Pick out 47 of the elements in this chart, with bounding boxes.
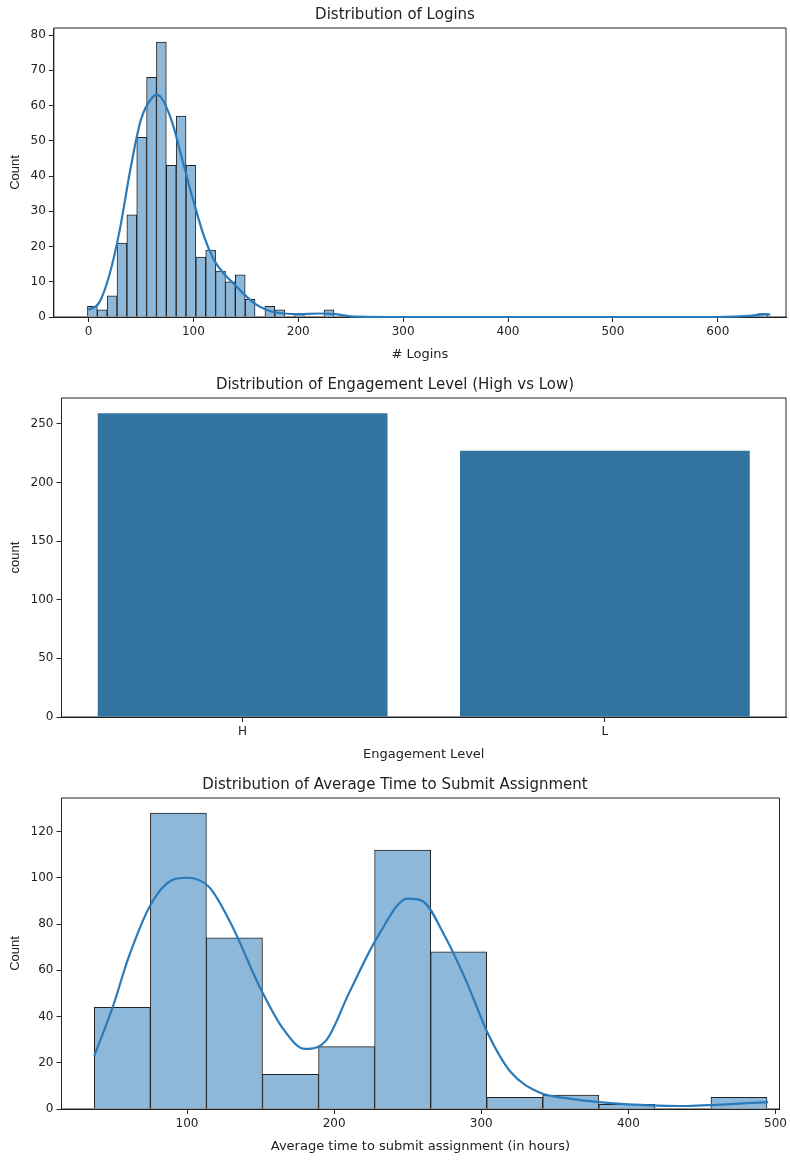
y-tick-label: 20 [30, 238, 46, 253]
y-tick-label: 120 [30, 823, 54, 838]
y-tick-label: 30 [30, 203, 46, 218]
x-axis-title: Engagement Level [363, 745, 485, 761]
x-tick-label: L [601, 724, 609, 739]
y-tick-label: 150 [30, 533, 54, 548]
x-tick-label: 100 [181, 324, 205, 339]
y-tick-label: 10 [30, 273, 46, 288]
y-tick-label: 80 [30, 27, 46, 42]
y-tick-label: 80 [38, 916, 54, 931]
chart-title: Distribution of Logins [315, 4, 476, 23]
chart-title: Distribution of Engagement Level (High vs Low) [215, 374, 575, 393]
y-tick-label: 100 [30, 869, 54, 884]
y-axis-title: Count [7, 935, 23, 971]
x-tick-label: 200 [322, 1116, 346, 1131]
y-tick-label: 50 [30, 132, 46, 147]
y-axis-title: count [7, 541, 23, 574]
x-axis-title: # Logins [391, 345, 449, 361]
y-tick-label: 60 [30, 97, 46, 112]
x-tick-label: 600 [706, 324, 730, 339]
chart-title: Distribution of Average Time to Submit Assignment [202, 774, 588, 793]
y-axis-title: Count [7, 154, 23, 190]
y-tick-label: 250 [30, 415, 54, 430]
y-tick-label: 200 [30, 474, 54, 489]
y-tick-label: 60 [38, 962, 54, 977]
y-tick-label: 0 [45, 1101, 54, 1116]
y-tick-label: 100 [30, 591, 54, 606]
x-axis-title: Average time to submit assignment (in hours) [270, 1137, 571, 1153]
x-tick-label: 400 [616, 1116, 640, 1131]
x-tick-label: 400 [496, 324, 520, 339]
y-tick-label: 0 [38, 309, 46, 324]
line-series [93, 876, 770, 1108]
y-tick-label: 40 [38, 1008, 54, 1023]
x-tick-label: 500 [601, 324, 625, 339]
x-tick-label: H [238, 724, 248, 739]
x-tick-label: 0 [84, 324, 93, 339]
x-tick-label: 300 [469, 1116, 493, 1131]
line-series [87, 93, 772, 319]
y-tick-label: 40 [30, 168, 46, 183]
y-tick-label: 50 [38, 650, 54, 665]
y-tick-label: 0 [45, 709, 54, 724]
y-tick-label: 20 [38, 1054, 54, 1069]
y-tick-label: 70 [30, 62, 46, 77]
x-tick-label: 100 [175, 1116, 199, 1131]
x-tick-label: 300 [391, 324, 415, 339]
x-tick-label: 500 [764, 1116, 787, 1131]
x-tick-label: 200 [286, 324, 310, 339]
